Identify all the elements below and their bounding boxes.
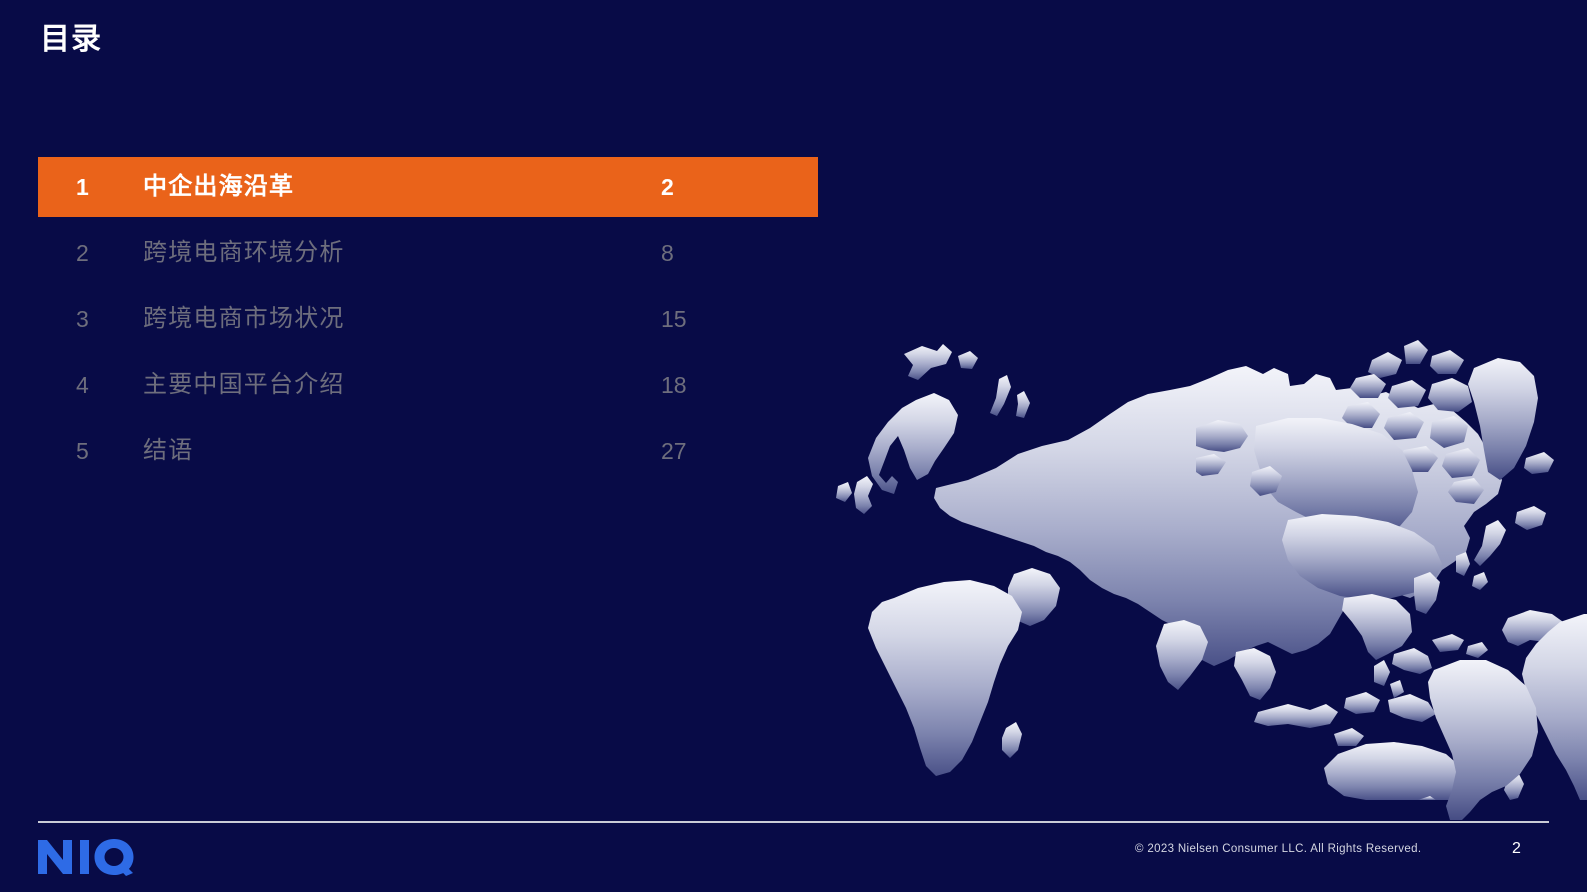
- toc-row-page: 18: [661, 371, 687, 398]
- toc-row-number: 5: [76, 437, 89, 464]
- toc-row[interactable]: 4 主要中国平台介绍 18: [38, 355, 818, 415]
- toc-row-number: 1: [76, 173, 89, 200]
- toc-row[interactable]: 3 跨境电商市场状况 15: [38, 289, 818, 349]
- copyright-text: © 2023 Nielsen Consumer LLC. All Rights …: [1135, 843, 1422, 855]
- toc-row-number: 4: [76, 371, 89, 398]
- toc-row-label: 中企出海沿革: [143, 173, 295, 200]
- footer-divider: [38, 821, 1549, 823]
- page-title: 目录: [40, 23, 102, 56]
- niq-logo-icon: [38, 839, 134, 876]
- toc-row-number: 3: [76, 305, 89, 332]
- toc-row[interactable]: 2 跨境电商环境分析 8: [38, 223, 818, 283]
- toc-row-label: 结语: [143, 437, 194, 464]
- toc-row-label: 主要中国平台介绍: [143, 371, 345, 398]
- niq-logo: [38, 836, 150, 876]
- toc-row[interactable]: 1 中企出海沿革 2: [38, 157, 818, 217]
- americas-map-decoration: [1196, 330, 1587, 820]
- page-number: 2: [1512, 840, 1521, 857]
- world-map-icon: [836, 344, 1587, 800]
- toc-row-label: 跨境电商市场状况: [143, 305, 345, 332]
- toc-row[interactable]: 5 结语 27: [38, 421, 818, 481]
- toc-row-page: 27: [661, 437, 687, 464]
- toc-row-page: 2: [661, 173, 674, 200]
- toc-row-number: 2: [76, 239, 89, 266]
- world-map-decoration: [818, 330, 1587, 800]
- toc-row-label: 跨境电商环境分析: [143, 239, 345, 266]
- toc-row-page: 8: [661, 239, 674, 266]
- americas-map-icon: [1196, 340, 1554, 820]
- toc-row-page: 15: [661, 305, 687, 332]
- table-of-contents: 1 中企出海沿革 2 2 跨境电商环境分析 8 3 跨境电商市场状况 15 4 …: [38, 157, 818, 487]
